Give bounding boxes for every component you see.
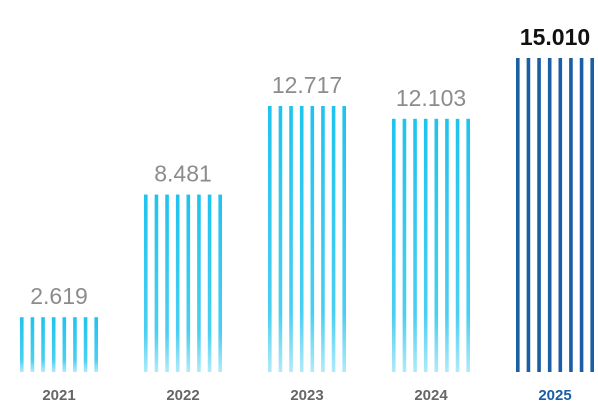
bar-stripe [537, 58, 541, 372]
bar-stripe [423, 118, 428, 372]
bar-stripe [299, 105, 304, 372]
bar-stripe [526, 58, 531, 372]
bar-stripe [310, 105, 315, 372]
bar-stripe [392, 118, 396, 372]
bar-stripe [569, 58, 573, 372]
bar-stripe [590, 58, 594, 372]
bar-stripe [547, 58, 552, 372]
bar-stripe [144, 194, 148, 372]
bar-stripe [51, 317, 56, 372]
value-label-2023: 12.717 [272, 72, 342, 98]
bar-stripe [30, 317, 35, 372]
value-labels-layer: 2.619 8.481 12.717 12.103 15.010 [30, 24, 590, 309]
bar-stripe [278, 105, 283, 372]
bar-stripe [268, 105, 272, 372]
value-label-2024: 12.103 [396, 85, 466, 111]
bar-stripe [207, 194, 212, 372]
bar-stripe [516, 58, 520, 372]
bar-2021 [20, 317, 98, 372]
bar-stripe [331, 105, 336, 372]
value-label-2022: 8.481 [154, 161, 212, 187]
bar-stripe [321, 105, 325, 372]
bar-stripe [558, 58, 563, 372]
bar-stripe [41, 317, 45, 372]
bar-stripe [342, 105, 346, 372]
bar-stripe [83, 317, 88, 372]
bar-stripe [94, 317, 98, 372]
bar-2024 [392, 118, 470, 372]
bar-stripe [455, 118, 460, 372]
bar-stripe [466, 118, 470, 372]
bar-2023 [268, 105, 346, 372]
bar-stripe [186, 194, 191, 372]
bars-layer [20, 58, 594, 372]
bar-stripe [154, 194, 159, 372]
category-label-2022: 2022 [166, 387, 199, 404]
bar-stripe [62, 317, 67, 372]
bar-stripe [218, 194, 222, 372]
bar-stripe [73, 317, 77, 372]
bar-stripe [197, 194, 201, 372]
bar-stripe [434, 118, 439, 372]
category-label-2024: 2024 [414, 387, 448, 404]
bar-stripe [402, 118, 407, 372]
value-label-2025: 15.010 [520, 24, 590, 50]
bar-stripe [413, 118, 417, 372]
bar-2022 [144, 194, 222, 372]
category-label-2021: 2021 [42, 387, 75, 404]
bar-stripe [175, 194, 180, 372]
bar-2025 [516, 58, 594, 372]
bar-stripe [445, 118, 449, 372]
category-label-2025: 2025 [538, 387, 571, 404]
bar-stripe [579, 58, 584, 372]
category-labels-layer: 2021 2022 2023 2024 2025 [42, 387, 571, 404]
value-label-2021: 2.619 [30, 283, 88, 309]
bar-stripe [165, 194, 169, 372]
bar-stripe [20, 317, 24, 372]
bar-stripe [289, 105, 293, 372]
category-label-2023: 2023 [290, 387, 323, 404]
